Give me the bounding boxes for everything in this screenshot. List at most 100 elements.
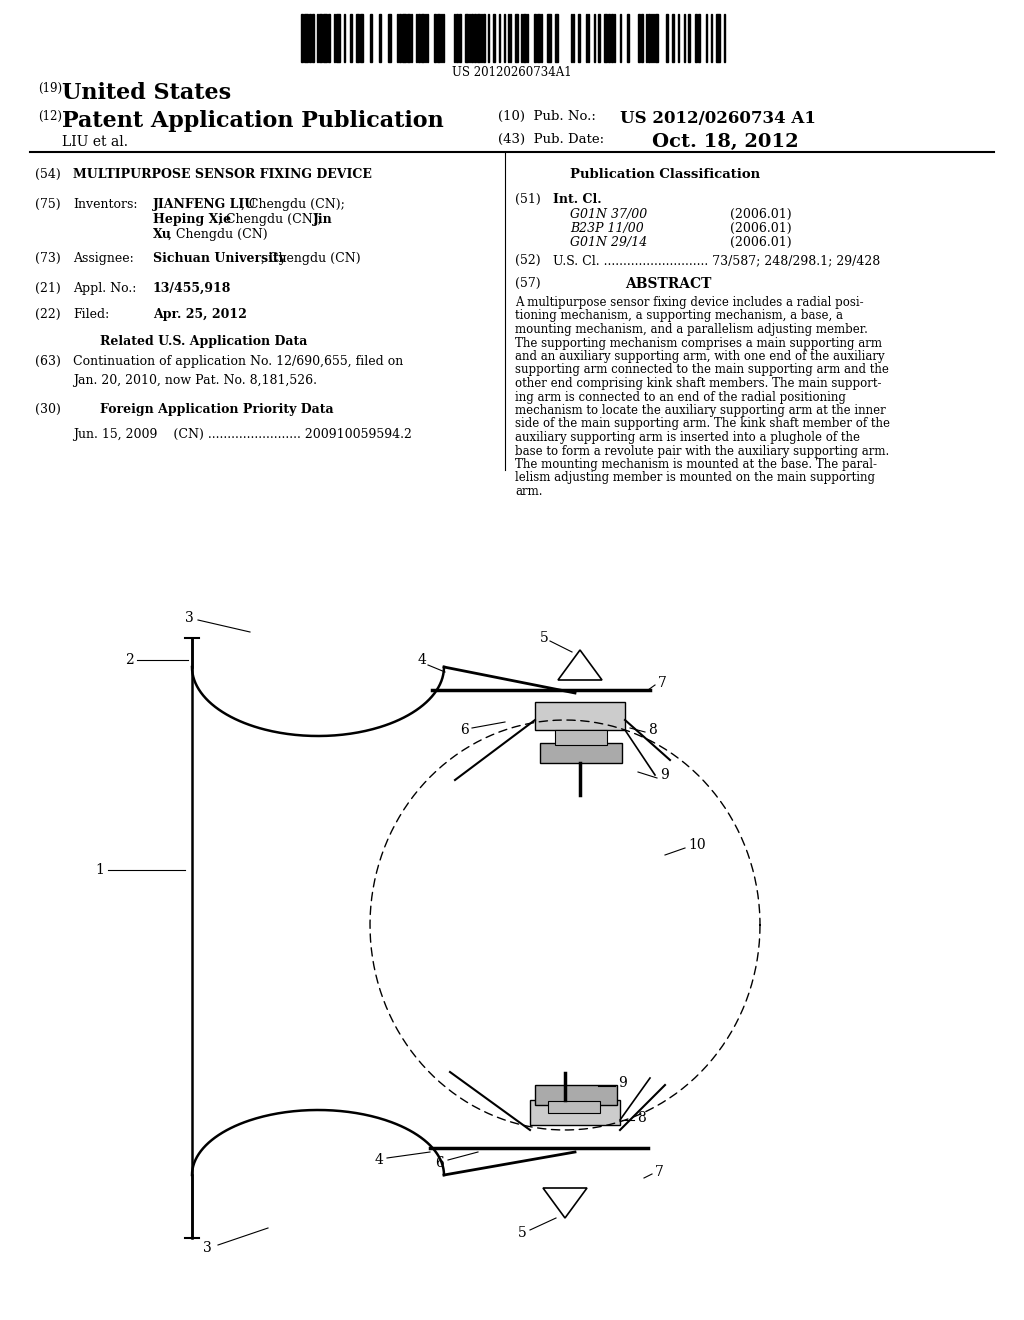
Bar bbox=[698, 15, 700, 62]
Text: B23P 11/00: B23P 11/00 bbox=[570, 222, 644, 235]
Text: mechanism to locate the auxiliary supporting arm at the inner: mechanism to locate the auxiliary suppor… bbox=[515, 404, 886, 417]
Bar bbox=[360, 15, 362, 62]
Text: The supporting mechanism comprises a main supporting arm: The supporting mechanism comprises a mai… bbox=[515, 337, 882, 350]
Bar bbox=[456, 15, 458, 62]
Text: (51): (51) bbox=[515, 193, 541, 206]
Text: , Chengdu (CN);: , Chengdu (CN); bbox=[241, 198, 345, 211]
Text: JIANFENG LIU: JIANFENG LIU bbox=[153, 198, 256, 211]
Text: auxiliary supporting arm is inserted into a plughole of the: auxiliary supporting arm is inserted int… bbox=[515, 432, 860, 444]
Text: 3: 3 bbox=[185, 611, 194, 624]
Text: and an auxiliary supporting arm, with one end of the auxiliary: and an auxiliary supporting arm, with on… bbox=[515, 350, 885, 363]
Bar bbox=[407, 15, 410, 62]
Text: , Chengdu (CN): , Chengdu (CN) bbox=[261, 252, 360, 265]
Bar bbox=[459, 15, 461, 62]
Text: LIU et al.: LIU et al. bbox=[62, 135, 128, 149]
Bar bbox=[421, 15, 424, 62]
Bar bbox=[399, 15, 401, 62]
Text: other end comprising kink shaft members. The main support-: other end comprising kink shaft members.… bbox=[515, 378, 882, 389]
Bar bbox=[555, 730, 607, 744]
Bar bbox=[695, 15, 697, 62]
Text: (2006.01): (2006.01) bbox=[730, 236, 792, 249]
Bar bbox=[604, 15, 607, 62]
Text: (10)  Pub. No.:: (10) Pub. No.: bbox=[498, 110, 596, 123]
Text: Heping Xie: Heping Xie bbox=[153, 213, 231, 226]
Bar bbox=[641, 15, 643, 62]
Text: The mounting mechanism is mounted at the base. The paral-: The mounting mechanism is mounted at the… bbox=[515, 458, 877, 471]
Text: Int. Cl.: Int. Cl. bbox=[553, 193, 602, 206]
Text: United States: United States bbox=[62, 82, 231, 104]
Bar bbox=[578, 15, 580, 62]
Text: arm.: arm. bbox=[515, 484, 543, 498]
Bar bbox=[716, 15, 720, 62]
Text: mounting mechanism, and a parallelism adjusting member.: mounting mechanism, and a parallelism ad… bbox=[515, 323, 868, 337]
Text: G01N 29/14: G01N 29/14 bbox=[570, 236, 647, 249]
Text: (75): (75) bbox=[35, 198, 60, 211]
Text: Appl. No.:: Appl. No.: bbox=[73, 282, 136, 294]
Text: 5: 5 bbox=[518, 1226, 526, 1239]
Text: ABSTRACT: ABSTRACT bbox=[625, 277, 712, 290]
Bar bbox=[477, 15, 480, 62]
Text: MULTIPURPOSE SENSOR FIXING DEVICE: MULTIPURPOSE SENSOR FIXING DEVICE bbox=[73, 168, 372, 181]
Text: 6: 6 bbox=[435, 1156, 443, 1170]
Bar bbox=[465, 15, 468, 62]
Text: (19): (19) bbox=[38, 82, 62, 95]
Text: (22): (22) bbox=[35, 308, 60, 321]
Bar bbox=[555, 15, 558, 62]
Bar bbox=[312, 15, 314, 62]
Bar bbox=[309, 15, 311, 62]
Bar bbox=[319, 15, 322, 62]
Bar bbox=[535, 702, 625, 730]
Text: (43)  Pub. Date:: (43) Pub. Date: bbox=[498, 133, 604, 147]
Bar bbox=[402, 15, 406, 62]
Bar bbox=[666, 15, 668, 62]
Text: (57): (57) bbox=[515, 277, 541, 290]
Text: 5: 5 bbox=[540, 631, 549, 645]
Text: lelism adjusting member is mounted on the main supporting: lelism adjusting member is mounted on th… bbox=[515, 471, 874, 484]
Text: Filed:: Filed: bbox=[73, 308, 110, 321]
Bar bbox=[598, 15, 600, 62]
Text: (54): (54) bbox=[35, 168, 60, 181]
Bar bbox=[418, 15, 420, 62]
Text: (73): (73) bbox=[35, 252, 60, 265]
Text: 13/455,918: 13/455,918 bbox=[153, 282, 231, 294]
Bar bbox=[356, 15, 359, 62]
Bar bbox=[537, 15, 540, 62]
Text: 10: 10 bbox=[688, 838, 706, 851]
Text: Apr. 25, 2012: Apr. 25, 2012 bbox=[153, 308, 247, 321]
Text: 4: 4 bbox=[418, 653, 427, 667]
Text: US 20120260734A1: US 20120260734A1 bbox=[453, 66, 571, 79]
Text: tioning mechanism, a supporting mechanism, a base, a: tioning mechanism, a supporting mechanis… bbox=[515, 309, 843, 322]
Bar bbox=[523, 15, 526, 62]
Bar bbox=[323, 15, 327, 62]
Bar bbox=[627, 15, 629, 62]
Text: 4: 4 bbox=[375, 1152, 384, 1167]
Polygon shape bbox=[558, 649, 602, 680]
Bar bbox=[388, 15, 391, 62]
Text: 8: 8 bbox=[648, 723, 656, 737]
Text: ing arm is connected to an end of the radial positioning: ing arm is connected to an end of the ra… bbox=[515, 391, 846, 404]
Text: Jun. 15, 2009    (CN) ........................ 200910059594.2: Jun. 15, 2009 (CN) .....................… bbox=[73, 428, 412, 441]
Text: (30): (30) bbox=[35, 403, 60, 416]
Text: US 2012/0260734 A1: US 2012/0260734 A1 bbox=[620, 110, 816, 127]
Text: Publication Classification: Publication Classification bbox=[570, 168, 760, 181]
Text: 9: 9 bbox=[618, 1076, 627, 1090]
Bar bbox=[655, 15, 658, 62]
Text: base to form a revolute pair with the auxiliary supporting arm.: base to form a revolute pair with the au… bbox=[515, 445, 889, 458]
Text: Patent Application Publication: Patent Application Publication bbox=[62, 110, 443, 132]
Text: (63): (63) bbox=[35, 355, 60, 368]
Bar bbox=[530, 1100, 620, 1125]
Text: 9: 9 bbox=[660, 768, 669, 781]
Bar bbox=[638, 15, 640, 62]
Bar bbox=[548, 1101, 600, 1113]
Text: Oct. 18, 2012: Oct. 18, 2012 bbox=[652, 133, 799, 150]
Text: 3: 3 bbox=[203, 1241, 212, 1255]
Bar bbox=[540, 743, 622, 763]
Text: Foreign Application Priority Data: Foreign Application Priority Data bbox=[100, 403, 334, 416]
Bar bbox=[350, 15, 352, 62]
Bar bbox=[304, 15, 308, 62]
Text: (12): (12) bbox=[38, 110, 62, 123]
Text: A multipurpose sensor fixing device includes a radial posi-: A multipurpose sensor fixing device incl… bbox=[515, 296, 863, 309]
Bar bbox=[611, 15, 613, 62]
Text: (2006.01): (2006.01) bbox=[730, 209, 792, 220]
Bar bbox=[437, 15, 440, 62]
